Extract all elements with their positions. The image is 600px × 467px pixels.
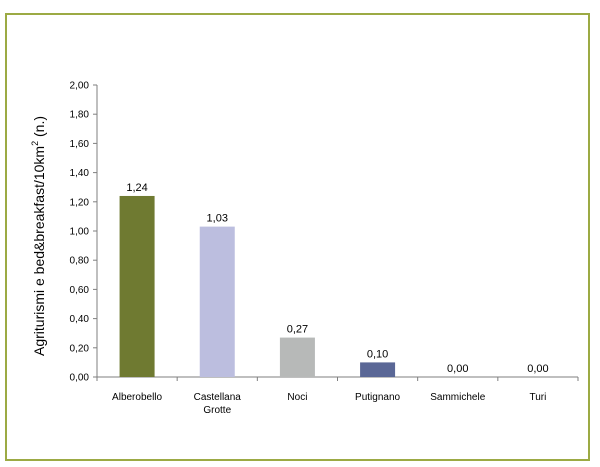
bar (279, 337, 315, 377)
y-tick-label: 2,00 (70, 81, 90, 92)
y-axis-label-suffix: (n.) (31, 116, 47, 141)
data-label: 0,00 (447, 363, 468, 375)
axes (96, 85, 579, 381)
bar (360, 362, 396, 377)
data-label: 0,27 (287, 324, 308, 336)
y-tick-label: 1,20 (70, 197, 90, 208)
y-tick-label: 0,00 (70, 373, 90, 384)
y-tick-label: 0,80 (70, 256, 90, 267)
data-label: 0,10 (367, 348, 388, 360)
x-tick-label: Noci (287, 392, 307, 403)
data-label: 1,03 (207, 213, 228, 225)
x-tick-label: Putignano (355, 392, 400, 403)
y-tick-label: 0,60 (70, 285, 90, 296)
bar (119, 195, 155, 377)
x-tick-label: Castellana Grotte (194, 392, 242, 416)
data-label: 0,00 (527, 363, 548, 375)
x-tick-label: Alberobello (112, 392, 162, 403)
data-label: 1,24 (126, 182, 147, 194)
chart-frame (5, 13, 590, 461)
y-tick-label: 0,20 (70, 343, 90, 354)
y-tick-label: 0,40 (70, 314, 90, 325)
y-axis-label: Agriturismi e bed&breakfast/10km2 (n.) (30, 116, 47, 356)
y-tick-label: 1,80 (70, 110, 90, 121)
bars (119, 195, 396, 377)
y-ticks: 0,00 0,20 0,40 0,60 0,80 1,00 1,20 1,40 1,60 1,80… (70, 81, 97, 384)
y-tick-label: 1,60 (70, 139, 90, 150)
y-axis-label-main: Agriturismi e bed&breakfast/10km (31, 146, 47, 356)
x-tick-labels: Alberobello Castellana Grotte Noci Putignano… (112, 392, 546, 416)
y-tick-label: 1,40 (70, 168, 90, 179)
y-axis-label-sup: 2 (30, 141, 40, 146)
svg-text:Agriturismi e bed&breakfast/10: Agriturismi e bed&breakfast/10km2 (n.) (30, 116, 47, 356)
data-labels: 1,24 1,03 0,27 0,10 0,00 0,00 (126, 182, 548, 375)
bar (199, 226, 235, 377)
x-tick-label: Sammichele (430, 392, 485, 403)
x-tick-label: Turi (529, 392, 546, 403)
y-tick-label: 1,00 (70, 227, 90, 238)
